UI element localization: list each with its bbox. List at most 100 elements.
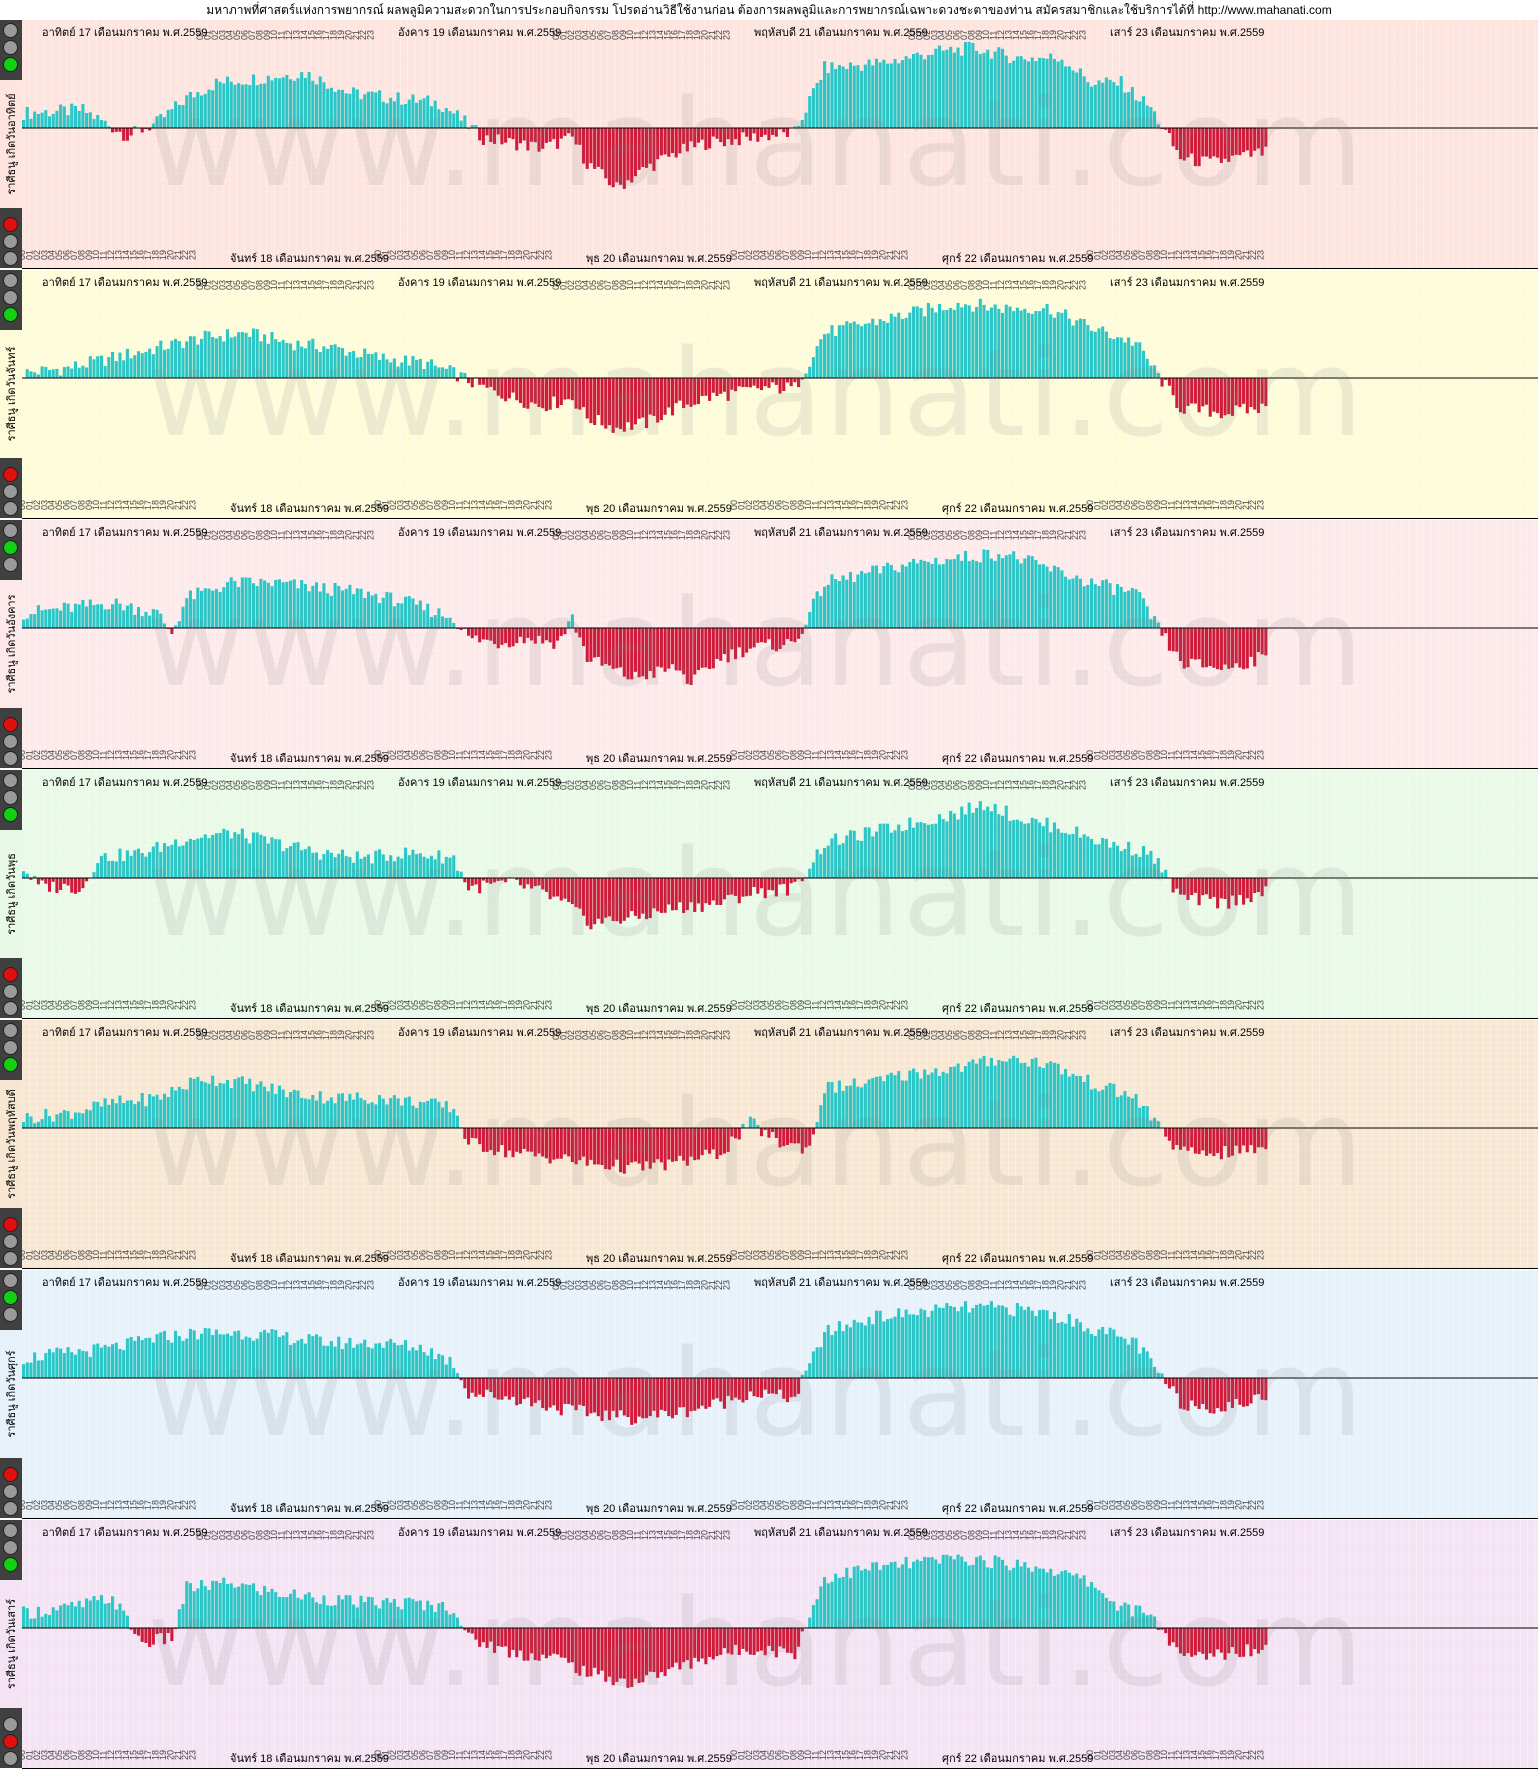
chart-bar <box>418 853 422 878</box>
chart-bar <box>25 1362 29 1378</box>
chart-bar <box>793 126 797 128</box>
chart-bar <box>949 46 953 128</box>
hour-tick-label: 23 <box>366 1280 376 1290</box>
hour-tick-label: 04 <box>225 780 235 790</box>
chart-bar <box>897 1308 901 1378</box>
chart-bar <box>659 1378 663 1410</box>
chart-bar <box>192 1330 196 1378</box>
chart-bar <box>1138 592 1142 628</box>
chart-bar <box>340 849 345 878</box>
hour-tick-label: 14 <box>477 750 487 760</box>
chart-bar <box>485 1128 489 1152</box>
chart-bar <box>403 596 408 628</box>
hour-tick-label: 18 <box>151 250 161 260</box>
chart-bar <box>611 628 615 669</box>
chart-bar <box>526 1128 530 1152</box>
chart-bar <box>374 352 378 378</box>
chart-panel: ราศีธนู เกิดวันพุธ 00 01 02 03 04 05 06 07 08 09 10… <box>0 770 1538 1019</box>
hour-tick-label: 11 <box>633 531 643 540</box>
hour-tick-label: 17 <box>855 750 865 760</box>
hour-tick-label: 08 <box>76 750 86 760</box>
chart-bar <box>59 104 63 128</box>
chart-bar <box>1078 1322 1082 1378</box>
chart-bar <box>66 366 70 378</box>
chart-bar <box>200 837 204 878</box>
hour-tick-label: 16 <box>670 1030 680 1040</box>
hour-tick-label: 03 <box>1107 1000 1117 1010</box>
chart-bar <box>763 128 767 135</box>
chart-bar <box>734 878 738 896</box>
chart-bar <box>763 1128 767 1131</box>
chart-bar <box>70 878 74 893</box>
hour-tick-label: 15 <box>662 30 672 40</box>
hour-tick-label: 16 <box>1204 750 1214 760</box>
chart-bar <box>103 609 107 628</box>
chart-bar <box>1104 1085 1108 1128</box>
hour-tick-label: 07 <box>425 1500 435 1510</box>
hour-tick-label: 02 <box>566 30 576 40</box>
hour-tick-label: 00 <box>907 280 917 290</box>
hour-tick-label: 14 <box>833 1250 843 1260</box>
chart-bar <box>1216 878 1220 909</box>
hour-tick-label: 02 <box>32 750 42 760</box>
chart-bar <box>552 628 556 649</box>
chart-bar <box>429 106 434 128</box>
chart-bar <box>637 628 641 678</box>
hour-tick-label: 05 <box>588 530 598 540</box>
chart-bar <box>492 1378 497 1398</box>
hour-tick-label: 00 <box>373 1250 383 1260</box>
chart-bar <box>378 1343 382 1378</box>
hour-tick-label: 01 <box>24 250 34 260</box>
chart-bar <box>874 58 879 128</box>
light-red-icon <box>3 1734 18 1749</box>
chart-bar <box>492 878 497 883</box>
hour-tick-label: 04 <box>403 1000 413 1010</box>
hour-tick-label: 13 <box>647 1280 657 1290</box>
chart-bar <box>1190 128 1194 154</box>
hour-tick-label: 22 <box>1070 530 1080 540</box>
chart-bar <box>678 1378 682 1408</box>
hour-tick-label: 05 <box>54 1000 64 1010</box>
hour-tick-label: 16 <box>1026 280 1036 290</box>
chart-bar <box>1223 878 1227 900</box>
hour-tick-label: 18 <box>507 1750 517 1760</box>
chart-bar <box>459 871 463 878</box>
chart-bar <box>1041 826 1045 878</box>
chart-bar <box>941 50 945 128</box>
hour-tick-label: 15 <box>662 1280 672 1290</box>
chart-bar <box>478 378 482 385</box>
chart-bar <box>871 1078 875 1128</box>
chart-bar <box>263 836 267 878</box>
chart-bar <box>515 128 519 151</box>
chart-bar <box>537 878 541 886</box>
hour-tick-label: 02 <box>922 280 932 290</box>
chart-bar <box>581 128 586 164</box>
hour-tick-label: 11 <box>277 281 287 290</box>
chart-bar <box>1012 820 1016 878</box>
hour-tick-label: 07 <box>425 750 435 760</box>
hour-tick-label: 18 <box>685 780 695 790</box>
chart-bar <box>871 836 875 878</box>
chart-bar <box>559 1128 563 1159</box>
hour-tick-label: 23 <box>188 1750 198 1760</box>
chart-bar <box>118 128 122 132</box>
hour-tick-label: 04 <box>581 30 591 40</box>
chart-bar <box>1001 312 1005 378</box>
chart-bar <box>511 628 515 647</box>
chart-bar <box>893 830 897 878</box>
chart-bar <box>711 878 715 901</box>
chart-bar <box>159 851 163 878</box>
chart-bar <box>645 878 649 920</box>
chart-bar <box>40 1119 44 1128</box>
chart-bar <box>426 361 430 378</box>
hour-tick-label: 05 <box>54 1750 64 1760</box>
chart-bar <box>285 1332 289 1378</box>
chart-bar <box>1175 1128 1179 1146</box>
chart-bar <box>622 378 626 432</box>
chart-bar <box>1019 310 1023 378</box>
chart-bar <box>1201 1128 1205 1151</box>
chart-bar <box>752 378 756 386</box>
hour-tick-label: 06 <box>774 500 784 510</box>
hour-tick-label: 10 <box>269 530 279 540</box>
chart-bar <box>77 878 81 892</box>
